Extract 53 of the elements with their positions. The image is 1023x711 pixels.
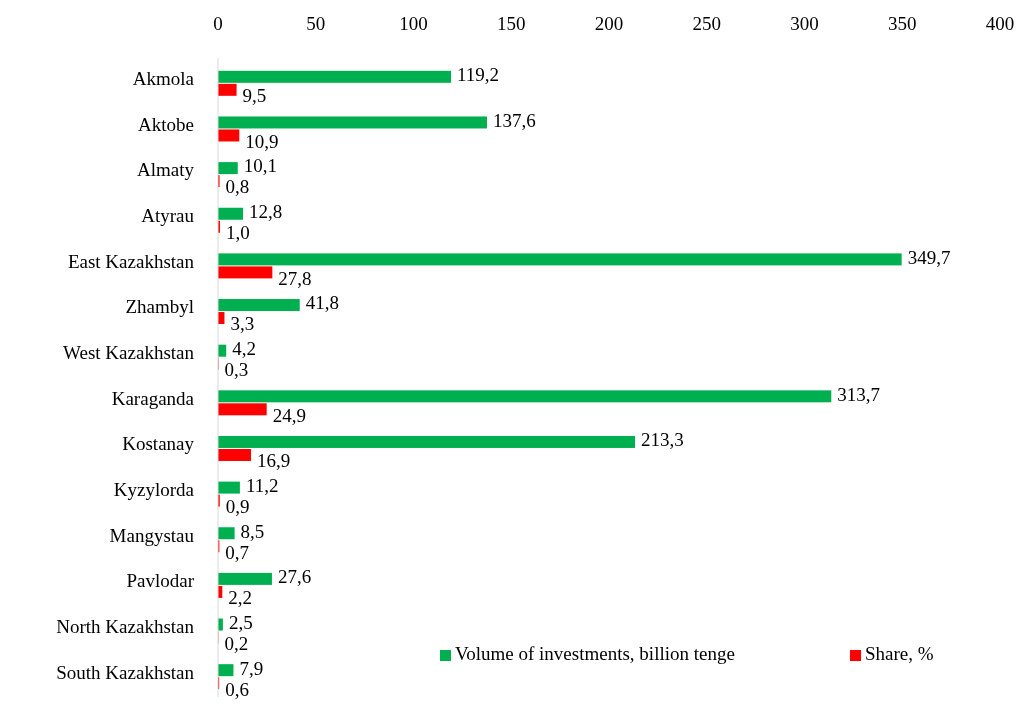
data-label: 0,3 (224, 359, 249, 381)
data-label: 27,6 (277, 566, 312, 588)
y-tick-label: Akmola (132, 68, 195, 90)
data-label: 10,1 (243, 155, 277, 177)
y-tick-label: Aktobe (138, 113, 194, 135)
data-label: 137,6 (493, 109, 536, 131)
y-tick-label: East Kazakhstan (67, 250, 195, 272)
x-tick-label: 300 (790, 13, 819, 34)
data-label: 0,7 (225, 541, 250, 563)
data-label: 27,8 (278, 267, 312, 289)
x-tick-label: 50 (306, 13, 326, 34)
x-tick-label: 100 (399, 13, 428, 34)
data-label: 4,2 (232, 338, 256, 360)
data-label: 8,5 (240, 520, 265, 542)
data-label: 313,7 (837, 383, 881, 405)
legend-label: Volume of investments, billion tenge (455, 643, 735, 665)
legend-label: Share, % (865, 643, 934, 665)
data-label: 213,3 (641, 429, 684, 451)
data-label: 2,2 (228, 587, 253, 609)
x-tick-label: 400 (985, 13, 1015, 34)
data-label: 119,2 (457, 64, 500, 86)
data-label: 2,5 (228, 611, 253, 633)
y-tick-label: Zhambyl (125, 296, 194, 318)
data-label: 0,8 (225, 176, 250, 198)
data-label: 3,3 (230, 313, 255, 335)
x-tick-label: 150 (497, 13, 526, 34)
y-tick-label: Kyzylorda (113, 478, 195, 500)
data-label: 41,8 (305, 292, 339, 314)
x-tick-label: 200 (594, 13, 624, 34)
data-label: 0,6 (225, 678, 249, 700)
y-tick-label: Pavlodar (126, 570, 195, 592)
data-label: 11,2 (245, 474, 279, 496)
y-tick-label: Mangystau (109, 524, 195, 546)
data-label: 7,9 (239, 657, 264, 679)
data-label: 0,2 (224, 632, 249, 654)
y-tick-label: South Kazakhstan (56, 661, 195, 683)
x-tick-label: 350 (888, 13, 917, 34)
x-tick-label: 250 (692, 13, 721, 34)
y-tick-label: West Kazakhstan (63, 342, 195, 364)
y-tick-label: Karaganda (111, 387, 195, 409)
data-label: 0,9 (225, 495, 250, 517)
y-tick-label: Almaty (137, 159, 195, 181)
x-tick-label: 0 (213, 13, 223, 34)
data-label: 16,9 (257, 450, 291, 472)
data-label: 24,9 (272, 404, 306, 426)
data-label: 10,9 (245, 130, 279, 152)
data-label: 349,7 (907, 246, 951, 268)
data-label: 12,8 (249, 201, 283, 223)
y-tick-label: Kostanay (122, 433, 195, 455)
data-label: 1,0 (225, 222, 250, 244)
y-tick-label: Atyrau (141, 205, 195, 227)
y-tick-label: North Kazakhstan (56, 615, 195, 637)
data-label: 9,5 (242, 85, 267, 107)
